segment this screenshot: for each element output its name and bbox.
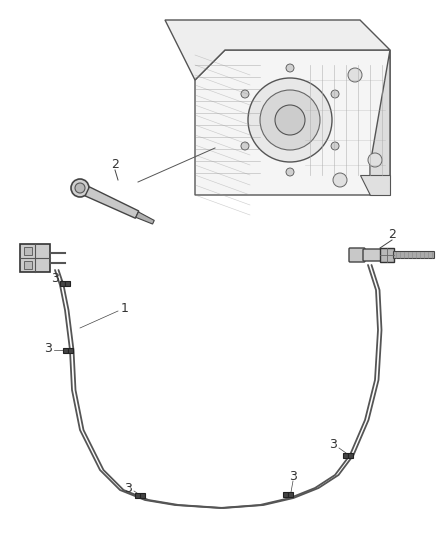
FancyBboxPatch shape <box>343 453 348 458</box>
FancyBboxPatch shape <box>349 248 365 262</box>
Polygon shape <box>85 187 139 218</box>
Circle shape <box>241 142 249 150</box>
FancyBboxPatch shape <box>24 261 32 269</box>
Polygon shape <box>195 50 390 195</box>
Circle shape <box>348 68 362 82</box>
Circle shape <box>368 153 382 167</box>
FancyBboxPatch shape <box>283 492 288 497</box>
Text: 3: 3 <box>44 342 52 354</box>
FancyBboxPatch shape <box>393 252 434 259</box>
Text: 2: 2 <box>388 229 396 241</box>
Circle shape <box>248 78 332 162</box>
Polygon shape <box>136 212 154 224</box>
FancyBboxPatch shape <box>60 281 65 286</box>
Circle shape <box>241 90 249 98</box>
Circle shape <box>275 105 305 135</box>
FancyBboxPatch shape <box>140 493 145 498</box>
Circle shape <box>75 183 85 193</box>
FancyBboxPatch shape <box>63 348 68 353</box>
Circle shape <box>331 90 339 98</box>
Text: 3: 3 <box>51 271 59 285</box>
Circle shape <box>286 64 294 72</box>
FancyBboxPatch shape <box>24 247 32 255</box>
Text: 1: 1 <box>121 302 129 314</box>
Text: 3: 3 <box>124 481 132 495</box>
Circle shape <box>71 179 89 197</box>
Circle shape <box>260 90 320 150</box>
FancyBboxPatch shape <box>68 348 73 353</box>
Circle shape <box>331 142 339 150</box>
Polygon shape <box>370 50 390 195</box>
Text: 2: 2 <box>111 158 119 172</box>
Text: 3: 3 <box>289 470 297 482</box>
Text: 3: 3 <box>329 439 337 451</box>
Circle shape <box>333 173 347 187</box>
Polygon shape <box>360 175 390 195</box>
FancyBboxPatch shape <box>20 244 50 272</box>
FancyBboxPatch shape <box>380 248 394 262</box>
Polygon shape <box>165 20 390 80</box>
FancyBboxPatch shape <box>363 249 393 261</box>
Circle shape <box>286 168 294 176</box>
FancyBboxPatch shape <box>348 453 353 458</box>
FancyBboxPatch shape <box>135 493 140 498</box>
FancyBboxPatch shape <box>65 281 70 286</box>
FancyBboxPatch shape <box>288 492 293 497</box>
